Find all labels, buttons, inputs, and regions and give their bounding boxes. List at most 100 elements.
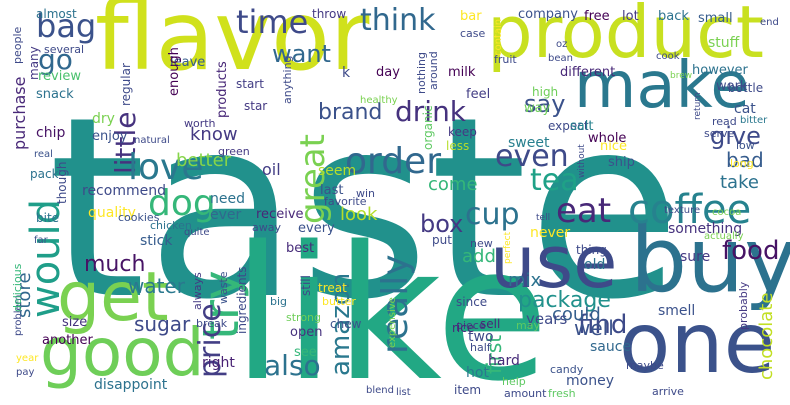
word-year: year [16,353,39,364]
word-many: many [27,46,41,80]
word-texture: texture [664,205,701,216]
word-far: far [34,235,48,246]
word-chicken: chicken [150,219,192,232]
word-smell: smell [658,303,696,319]
word-quite: quite [184,227,210,238]
word-new: new [470,237,493,250]
word-dry: dry [92,111,115,127]
word-work: work [716,79,748,94]
word-flavor: flavor [95,0,370,92]
word-never: never [530,225,571,241]
word-come: come [428,174,478,195]
word-win: win [356,187,376,200]
word-every: every [298,221,335,236]
word-also: also [264,349,321,382]
word-real: real [34,149,53,160]
word-nothing: nothing [415,52,428,94]
word-several: several [44,43,85,56]
word-free: free [584,9,610,24]
word-purchase: purchase [10,76,29,150]
word-hard: hard [488,353,520,369]
word-half: half [470,341,491,354]
word-review: review [38,69,81,84]
word-worth: worth [184,117,216,130]
word-day: day [376,65,400,80]
word-money: money [566,373,614,389]
word-blend: blend [366,385,394,396]
word-help: help [502,375,526,388]
word-sure: sure [680,249,711,265]
word-butter: butter [322,295,356,308]
word-could: could [552,304,601,325]
word-oil: oil [262,160,281,179]
word-best: best [286,241,315,256]
word-throw: throw [312,7,347,21]
word-sugar: sugar [134,312,191,336]
word-candy: candy [550,363,584,376]
word-buy: buy [630,208,790,313]
word-green: green [218,145,250,158]
word-regular: regular [119,63,133,106]
word-need: need [210,191,245,207]
word-may: may [516,319,540,332]
word-end: end [760,17,779,28]
word-sauce: sauce [590,339,632,355]
word-cookies: cookies [118,211,160,224]
word-make: make [574,49,750,123]
word-add: add [462,246,496,267]
word-natural: natural [134,135,170,146]
word-find: find [578,310,628,340]
word-still: still [299,275,313,296]
word-treat: treat [318,281,347,295]
word-big: big [270,295,288,308]
word-chocolate: chocolate [756,292,777,380]
word-time: time [236,3,309,41]
word-pack: pack [30,167,59,181]
word-contain: contain [493,18,504,56]
word-fresh: fresh [548,387,576,400]
word-love: love [128,147,204,188]
word-less: less [446,139,470,153]
word-like: like [232,206,550,405]
word-quality: quality [88,205,136,221]
word-milk: milk [448,65,476,80]
word-snack: snack [36,87,74,102]
word-ship: ship [608,155,635,170]
word-probably: probably [737,281,750,330]
word-rice: rice [452,321,475,335]
word-serve: serve [704,127,735,140]
word-right: right [202,355,235,371]
word-years: years [526,310,568,328]
word-bitter: bitter [740,115,768,126]
word-size: size [62,315,88,330]
word-though: though [55,161,69,204]
word-without: without [577,144,587,178]
word-one: one [619,294,776,392]
word-always: always [191,272,204,310]
word-keep: keep [448,125,477,139]
word-want: want [272,40,331,68]
word-eat: eat [556,191,612,231]
word-products: products [215,61,230,118]
word-actually: actually [704,231,744,242]
word-put: put [432,233,452,247]
word-whole: whole [588,131,627,146]
word-food: food [722,236,780,266]
word-leave: leave [170,55,206,70]
word-favorite: favorite [324,195,367,208]
word-bar: bar [460,9,482,24]
word-box: box [420,210,464,238]
word-nice: nice [600,139,627,154]
word-almost: almost [36,7,77,21]
word-receive: receive [256,207,304,222]
word-around: around [427,51,440,90]
word-salt: salt [570,119,594,134]
word-use: use [490,220,618,304]
word-read: read [712,115,737,128]
word-brand: brand [318,100,383,125]
word-star: star [244,99,268,113]
word-small: small [698,11,733,26]
word-oz: oz [556,39,568,50]
word-waste: waste [217,271,230,304]
